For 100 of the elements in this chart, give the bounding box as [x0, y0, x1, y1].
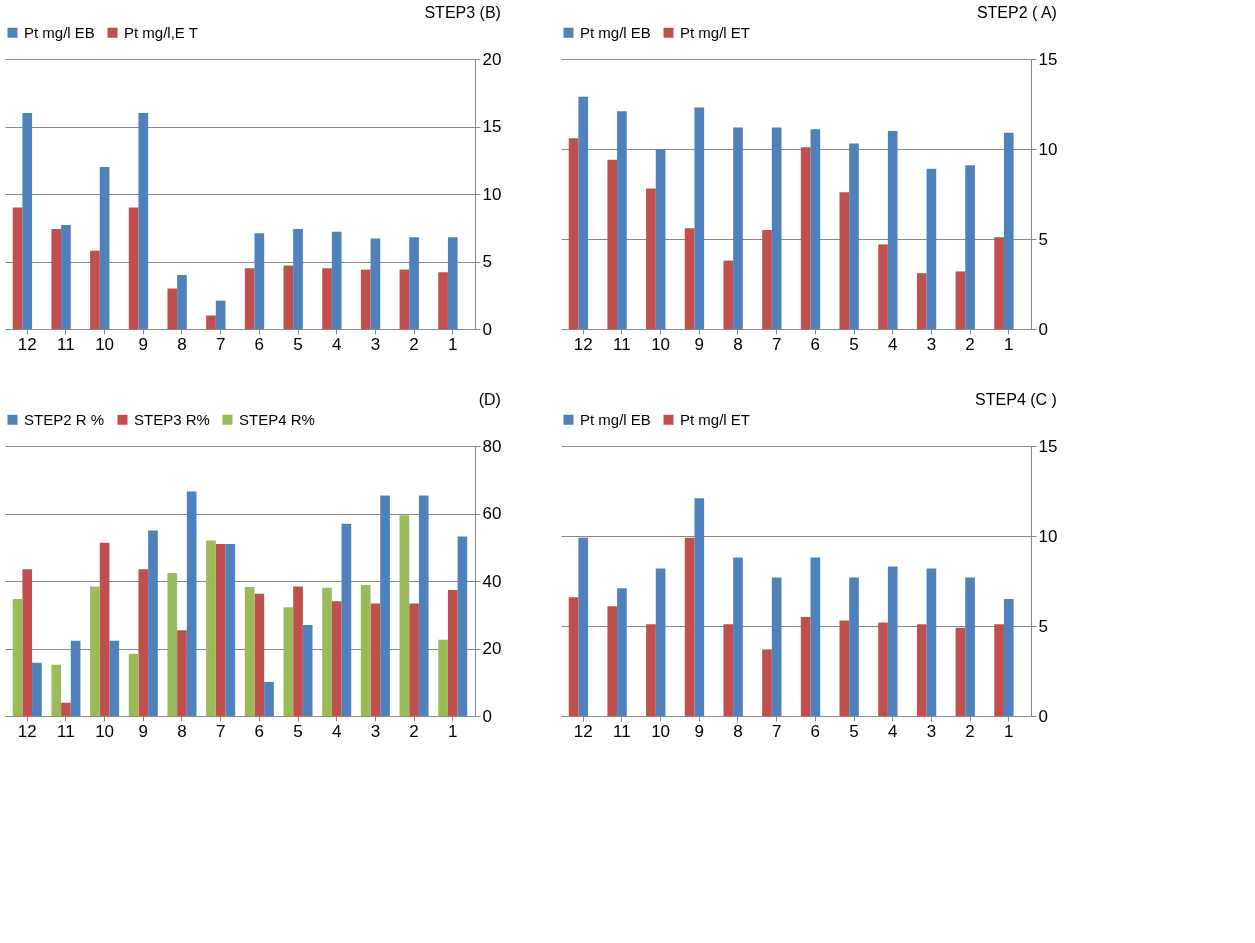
bar [800, 617, 811, 716]
x-tick-label: 3 [370, 721, 381, 741]
y-tick-label: 15 [1038, 436, 1058, 456]
bar [177, 275, 187, 329]
bar [810, 557, 821, 716]
bar [457, 536, 468, 716]
y-tick-label: 20 [482, 49, 502, 69]
bar [965, 165, 975, 329]
bar [771, 577, 782, 716]
bar [438, 639, 448, 716]
bar [887, 131, 898, 329]
x-tick-label: 4 [331, 721, 342, 741]
bar [762, 230, 772, 329]
x-tick-label: 8 [733, 334, 743, 354]
bar [90, 586, 100, 716]
x-tick-label: 8 [733, 721, 743, 741]
bar [965, 577, 975, 716]
bar [916, 624, 927, 716]
bar [322, 268, 332, 329]
bar [617, 588, 627, 716]
y-tick-label: 0 [482, 706, 492, 726]
x-tick-label: 7 [215, 334, 226, 354]
bar [206, 315, 216, 329]
bar [99, 542, 110, 716]
bar [1003, 132, 1014, 329]
bar [955, 271, 966, 329]
bar [70, 640, 81, 716]
x-tick-label: 5 [849, 721, 859, 741]
chart-title: STEP3 (B) [424, 4, 501, 21]
bar [684, 228, 695, 329]
bar [399, 515, 410, 716]
chart-title: STEP4 (C ) [975, 391, 1057, 408]
x-tick-label: 11 [613, 721, 631, 741]
y-tick-label: 20 [482, 639, 502, 658]
bar [684, 537, 695, 716]
x-tick-label: 10 [651, 334, 671, 354]
bar [264, 681, 274, 716]
bar [994, 624, 1004, 716]
x-tick-label: 10 [95, 721, 115, 741]
bar [409, 237, 419, 329]
x-tick-label: 8 [177, 721, 187, 741]
bar [215, 300, 226, 329]
x-tick-label: 9 [694, 721, 705, 741]
bar [90, 250, 100, 329]
x-tick-label: 9 [694, 334, 705, 354]
bar [138, 113, 149, 329]
legend-label: STEP2 R % [24, 410, 105, 428]
bar [800, 147, 811, 329]
bar [849, 577, 859, 716]
bar [12, 207, 23, 329]
bar [22, 569, 33, 716]
bar [447, 237, 458, 329]
bar [607, 159, 618, 329]
x-tick-label: 11 [57, 721, 75, 741]
x-tick-label: 12 [17, 721, 37, 741]
x-tick-label: 1 [1004, 334, 1014, 354]
bar [994, 237, 1004, 329]
bar [568, 138, 579, 329]
legend-label: Pt mg/l ET [680, 410, 751, 428]
x-tick-label: 2 [965, 721, 975, 741]
x-tick-label: 3 [926, 334, 937, 354]
bar [32, 662, 42, 716]
x-tick-label: 2 [409, 334, 419, 354]
bar [733, 557, 743, 716]
x-tick-label: 12 [573, 334, 593, 354]
bar [568, 597, 579, 716]
x-tick-label: 9 [138, 334, 149, 354]
bar [331, 231, 342, 329]
bar [360, 269, 371, 329]
bar [578, 96, 589, 329]
y-tick-label: 5 [482, 252, 492, 271]
bar [293, 229, 303, 329]
y-tick-label: 15 [482, 117, 502, 136]
chart-title: STEP2 ( A) [976, 4, 1057, 21]
y-tick-label: 0 [1038, 706, 1048, 726]
bar [409, 603, 419, 716]
y-tick-label: 10 [1038, 139, 1058, 159]
x-tick-label: 3 [370, 334, 381, 354]
bar [148, 530, 158, 716]
bar [225, 543, 236, 716]
y-tick-label: 40 [482, 571, 502, 591]
bar [926, 568, 937, 716]
bar [810, 129, 821, 329]
y-tick-label: 5 [1038, 229, 1048, 249]
bar [694, 107, 705, 329]
y-tick-label: 10 [1038, 526, 1058, 546]
x-tick-label: 6 [810, 721, 821, 741]
bar [302, 624, 313, 716]
bar [839, 620, 850, 716]
y-tick-label: 10 [482, 184, 502, 204]
x-tick-label: 8 [177, 334, 187, 354]
bar [955, 627, 966, 716]
x-tick-label: 12 [17, 334, 37, 354]
x-tick-label: 1 [448, 334, 458, 354]
x-tick-label: 4 [887, 721, 898, 741]
bar [215, 543, 226, 716]
x-tick-label: 10 [651, 721, 671, 741]
bar [438, 272, 448, 329]
bar [926, 168, 937, 329]
y-tick-label: 0 [482, 319, 492, 339]
